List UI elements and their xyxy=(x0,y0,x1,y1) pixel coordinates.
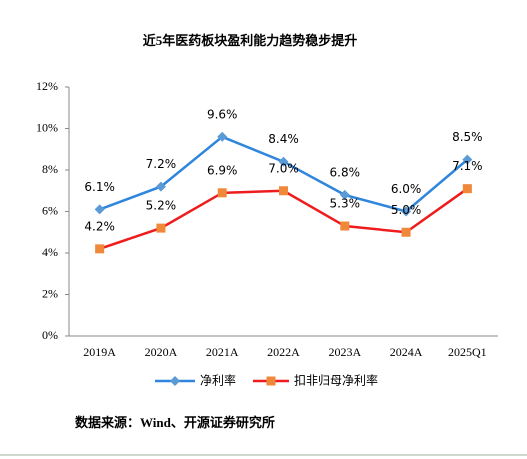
x-tick-label: 2019A xyxy=(83,345,116,359)
x-tick-label: 2022A xyxy=(267,345,300,359)
chart-title: 近5年医药板块盈利能力趋势稳步提升 xyxy=(143,33,358,48)
x-tick-label: 2020A xyxy=(145,345,178,359)
data-point xyxy=(339,189,350,200)
data-label: 6.8% xyxy=(330,165,361,179)
data-label: 4.2% xyxy=(84,219,115,233)
data-label: 6.1% xyxy=(84,180,115,194)
y-tick-label: 8% xyxy=(42,162,58,176)
data-label: 7.1% xyxy=(452,159,483,173)
data-label: 8.5% xyxy=(452,130,483,144)
data-point xyxy=(95,244,105,254)
data-point xyxy=(217,131,228,142)
source-note: 数据来源：Wind、开源证券研究所 xyxy=(75,415,275,430)
data-point xyxy=(279,186,288,196)
y-tick-label: 10% xyxy=(36,120,58,134)
data-point xyxy=(217,188,227,198)
data-point xyxy=(156,223,166,233)
data-point xyxy=(278,156,289,167)
legend-label: 扣非归母净利率 xyxy=(294,373,378,388)
data-label: 6.9% xyxy=(207,163,238,177)
legend-label: 净利率 xyxy=(200,373,236,388)
data-label: 5.0% xyxy=(391,203,422,217)
y-tick-label: 6% xyxy=(42,203,58,217)
data-point xyxy=(401,206,412,217)
data-point xyxy=(401,227,411,237)
y-tick-label: 2% xyxy=(42,286,58,300)
y-tick-label: 0% xyxy=(42,328,58,342)
x-tick-label: 2021A xyxy=(206,345,239,359)
data-point xyxy=(155,181,166,192)
data-point xyxy=(462,184,472,194)
legend-marker xyxy=(170,376,180,386)
legend-marker xyxy=(266,376,276,386)
data-point xyxy=(462,154,473,165)
data-label: 7.0% xyxy=(268,161,299,175)
data-point xyxy=(340,221,350,231)
y-tick-label: 4% xyxy=(42,245,58,259)
x-tick-label: 2023A xyxy=(328,345,361,359)
data-point xyxy=(94,204,105,215)
y-tick-label: 12% xyxy=(36,79,58,93)
data-label: 9.6% xyxy=(207,107,238,121)
data-label: 5.2% xyxy=(146,199,177,213)
data-label: 8.4% xyxy=(268,132,299,146)
x-tick-label: 2025Q1 xyxy=(448,345,487,359)
data-label: 7.2% xyxy=(146,157,177,171)
x-tick-label: 2024A xyxy=(390,345,423,359)
data-label: 6.0% xyxy=(391,182,422,196)
data-label: 5.3% xyxy=(330,197,361,211)
